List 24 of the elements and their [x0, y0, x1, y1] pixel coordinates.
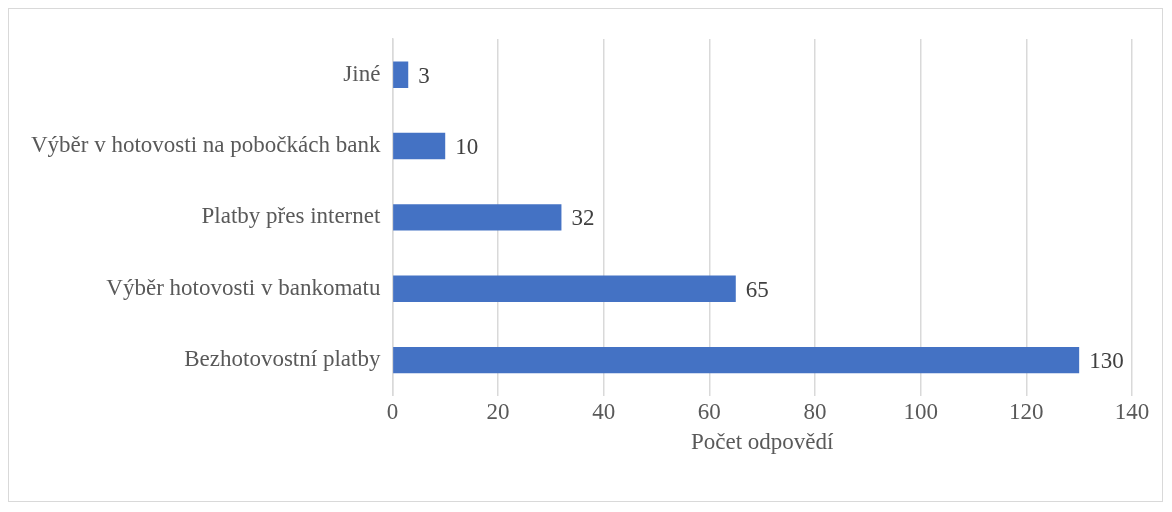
data-label: 32 — [571, 205, 595, 231]
data-label: 10 — [455, 134, 479, 160]
y-tick-label: Výběr v hotovosti na pobočkách bank — [30, 132, 381, 158]
bar — [393, 346, 1080, 374]
data-label: 65 — [745, 276, 769, 302]
x-axis-title: Počet odpovědí — [690, 429, 835, 455]
x-tick-label: 20 — [486, 398, 510, 424]
bar — [393, 61, 409, 88]
bar — [393, 275, 736, 302]
y-tick-label: Bezhotovostní platby — [184, 346, 381, 372]
y-tick-label: Platby přes internet — [201, 203, 381, 229]
y-tick-label: Jiné — [343, 60, 381, 86]
x-tick-label: 40 — [592, 398, 616, 424]
data-label: 130 — [1089, 348, 1124, 374]
x-tick-label: 120 — [1009, 398, 1044, 424]
bar — [393, 204, 562, 231]
data-label: 3 — [418, 62, 430, 88]
x-tick-label: 60 — [697, 398, 721, 424]
bar — [393, 132, 446, 160]
y-tick-label: Výběr hotovosti v bankomatu — [106, 274, 381, 300]
x-tick-label: 80 — [803, 398, 827, 424]
x-tick-label: 0 — [386, 398, 399, 424]
x-tick-label: 100 — [903, 398, 938, 424]
x-tick-label: 140 — [1114, 398, 1150, 424]
